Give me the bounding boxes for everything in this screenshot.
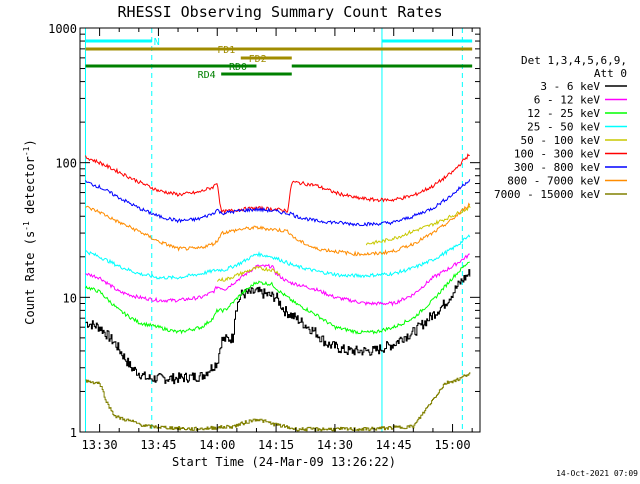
y-label-part1: Count Rate (s xyxy=(23,231,37,325)
series-line-6 xyxy=(85,153,470,215)
flag-label-fd2: FD2 xyxy=(249,54,267,65)
legend-entry-label-2: 12 - 25 keV xyxy=(527,107,600,120)
x-tick-label-2: 14:00 xyxy=(199,438,235,452)
flag-label-rd0: RD0 xyxy=(229,62,247,73)
legend-entry-label-3: 25 - 50 keV xyxy=(527,121,600,134)
series-line-3 xyxy=(85,234,471,281)
y-tick-label-1: 10 xyxy=(63,291,77,305)
chart-title: RHESSI Observing Summary Count Rates xyxy=(117,3,442,21)
series-line-1 xyxy=(85,253,470,307)
axes: 13:30 13:45 14:00 14:15 14:30 14:45 15:00 1 10 10… xyxy=(48,22,480,452)
series-line-8 xyxy=(85,202,471,257)
legend-entry-label-6: 300 - 800 keV xyxy=(514,161,600,174)
legend-entry-label-0: 3 - 6 keV xyxy=(540,80,600,93)
series-line-0 xyxy=(85,269,471,385)
x-tick-label-0: 13:30 xyxy=(82,438,118,452)
series-line-9 xyxy=(85,372,471,432)
y-label-part3: ) xyxy=(23,139,37,146)
x-tick-label-1: 13:45 xyxy=(140,438,176,452)
y-tick-label-3: 1000 xyxy=(48,22,77,36)
flag-label-fd1: FD1 xyxy=(217,45,235,56)
x-tick-label-3: 14:15 xyxy=(258,438,294,452)
legend-entry-label-7: 800 - 7000 keV xyxy=(507,175,600,188)
series-line-7 xyxy=(85,179,471,227)
legend-entry-label-5: 100 - 300 keV xyxy=(514,148,600,161)
y-tick-label-2: 100 xyxy=(55,157,77,171)
legend-entry-label-1: 6 - 12 keV xyxy=(534,94,601,107)
x-tick-label-5: 14:45 xyxy=(376,438,412,452)
x-tick-label-6: 15:00 xyxy=(434,438,470,452)
series-line-4 xyxy=(216,265,281,282)
y-label-sup1: -1 xyxy=(22,221,31,231)
plot-frame xyxy=(79,27,481,433)
x-axis-label: Start Time (24-Mar-09 13:26:22) xyxy=(172,455,396,469)
legend-header-attenuator: Att 0 xyxy=(594,67,627,80)
y-label-part2: detector xyxy=(23,156,37,221)
legend-header-detectors: Det 1,3,4,5,6,9, xyxy=(521,54,627,67)
flag-label-n: N xyxy=(154,37,160,48)
y-label-sup2: -1 xyxy=(22,146,31,156)
flag-label-rd4: RD4 xyxy=(198,70,216,81)
x-tick-label-4: 14:30 xyxy=(317,438,353,452)
y-axis-label: Count Rate (s-1 detector-1) xyxy=(22,139,37,324)
footer-date-stamp: 14-Oct-2021 07:09 xyxy=(556,469,638,478)
series-line-2 xyxy=(85,261,470,335)
y-tick-label-0: 1 xyxy=(70,426,77,440)
legend-entry-label-8: 7000 - 15000 keV xyxy=(494,188,600,201)
legend-entry-label-4: 50 - 100 keV xyxy=(521,134,601,147)
series-line-5 xyxy=(365,204,471,246)
